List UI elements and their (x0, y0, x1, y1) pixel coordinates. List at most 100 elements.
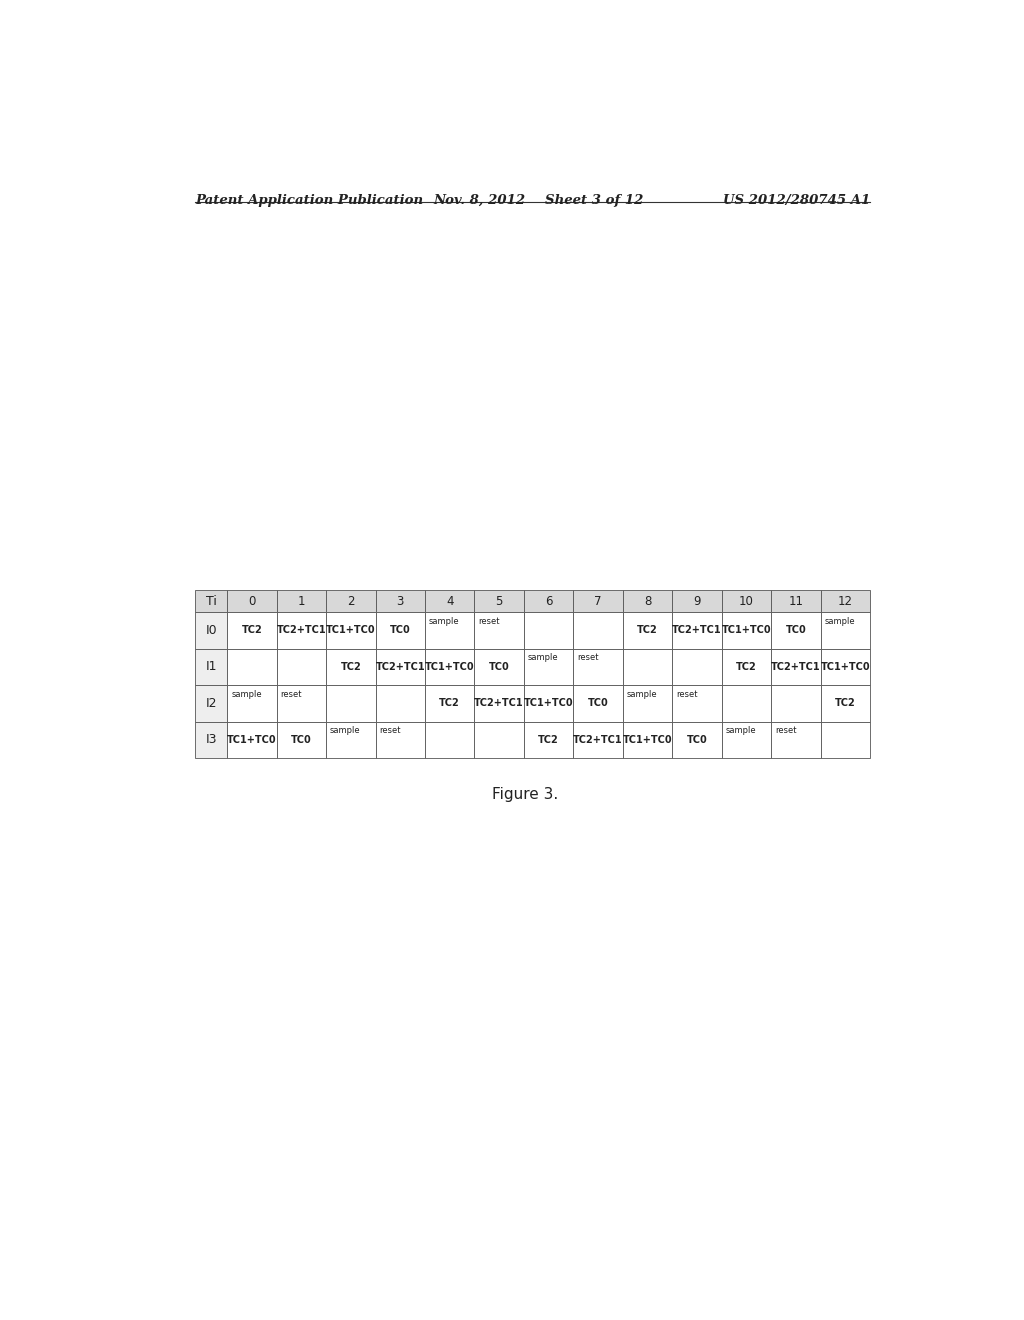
Text: sample: sample (429, 616, 460, 626)
Text: TC1+TC0: TC1+TC0 (326, 626, 376, 635)
Text: TC0: TC0 (686, 735, 708, 744)
Text: TC2+TC1: TC2+TC1 (672, 626, 722, 635)
Bar (573, 685, 623, 722)
Text: sample: sample (330, 726, 360, 735)
Bar (276, 648, 326, 685)
Text: TC1+TC0: TC1+TC0 (425, 661, 474, 672)
Text: TC2+TC1: TC2+TC1 (771, 661, 820, 672)
Bar (524, 722, 573, 758)
Bar (672, 612, 722, 648)
Bar (672, 722, 722, 758)
Text: TC2: TC2 (439, 698, 460, 709)
Text: TC0: TC0 (390, 626, 411, 635)
Text: Ti: Ti (206, 595, 217, 607)
Bar (722, 648, 771, 685)
Text: TC2+TC1: TC2+TC1 (376, 661, 425, 672)
Bar (326, 685, 376, 722)
Bar (623, 612, 672, 648)
Text: TC0: TC0 (785, 626, 806, 635)
Bar (722, 685, 771, 722)
Text: I1: I1 (206, 660, 217, 673)
Bar (771, 590, 820, 612)
Bar (326, 722, 376, 758)
Bar (196, 590, 227, 612)
Text: 2: 2 (347, 595, 354, 607)
Text: 10: 10 (739, 595, 754, 607)
Text: sample: sample (627, 689, 657, 698)
Text: TC1+TC0: TC1+TC0 (227, 735, 276, 744)
Bar (227, 590, 276, 612)
Bar (227, 612, 276, 648)
Text: TC1+TC0: TC1+TC0 (623, 735, 673, 744)
Bar (771, 722, 820, 758)
Text: TC0: TC0 (488, 661, 510, 672)
Bar (425, 612, 474, 648)
Bar (227, 648, 276, 685)
Text: sample: sample (231, 689, 262, 698)
Bar (425, 590, 474, 612)
Bar (524, 590, 573, 612)
Text: I3: I3 (206, 734, 217, 746)
Bar (573, 612, 623, 648)
Bar (820, 590, 870, 612)
Bar (474, 648, 524, 685)
Bar (376, 648, 425, 685)
Bar (376, 685, 425, 722)
Text: TC0: TC0 (588, 698, 608, 709)
Bar (425, 722, 474, 758)
Text: TC2+TC1: TC2+TC1 (276, 626, 327, 635)
Text: 0: 0 (248, 595, 256, 607)
Bar (276, 612, 326, 648)
Text: TC2: TC2 (637, 626, 657, 635)
Text: reset: reset (775, 726, 797, 735)
Bar (276, 685, 326, 722)
Bar (196, 612, 227, 648)
Text: Patent Application Publication: Patent Application Publication (196, 194, 424, 207)
Bar (196, 685, 227, 722)
Bar (672, 685, 722, 722)
Text: Figure 3.: Figure 3. (492, 787, 558, 801)
Bar (722, 612, 771, 648)
Bar (820, 685, 870, 722)
Text: TC2: TC2 (242, 626, 262, 635)
Bar (524, 685, 573, 722)
Text: TC1+TC0: TC1+TC0 (722, 626, 771, 635)
Bar (474, 685, 524, 722)
Text: I0: I0 (206, 624, 217, 638)
Text: TC2+TC1: TC2+TC1 (474, 698, 524, 709)
Bar (425, 648, 474, 685)
Bar (474, 590, 524, 612)
Bar (573, 722, 623, 758)
Text: I2: I2 (206, 697, 217, 710)
Bar (326, 648, 376, 685)
Text: 11: 11 (788, 595, 804, 607)
Text: TC2: TC2 (539, 735, 559, 744)
Text: 7: 7 (594, 595, 602, 607)
Bar (623, 648, 672, 685)
Bar (820, 612, 870, 648)
Text: TC2+TC1: TC2+TC1 (573, 735, 623, 744)
Bar (573, 648, 623, 685)
Text: 4: 4 (445, 595, 454, 607)
Text: TC2: TC2 (736, 661, 757, 672)
Text: 12: 12 (838, 595, 853, 607)
Bar (227, 722, 276, 758)
Bar (771, 685, 820, 722)
Text: sample: sample (824, 616, 855, 626)
Bar (524, 612, 573, 648)
Bar (425, 685, 474, 722)
Bar (474, 722, 524, 758)
Text: TC2: TC2 (835, 698, 856, 709)
Text: 3: 3 (396, 595, 403, 607)
Bar (771, 612, 820, 648)
Bar (573, 590, 623, 612)
Bar (376, 612, 425, 648)
Bar (722, 722, 771, 758)
Bar (623, 590, 672, 612)
Bar (672, 648, 722, 685)
Bar (623, 685, 672, 722)
Text: reset: reset (578, 653, 599, 663)
Text: TC0: TC0 (291, 735, 311, 744)
Bar (326, 612, 376, 648)
Text: TC1+TC0: TC1+TC0 (523, 698, 573, 709)
